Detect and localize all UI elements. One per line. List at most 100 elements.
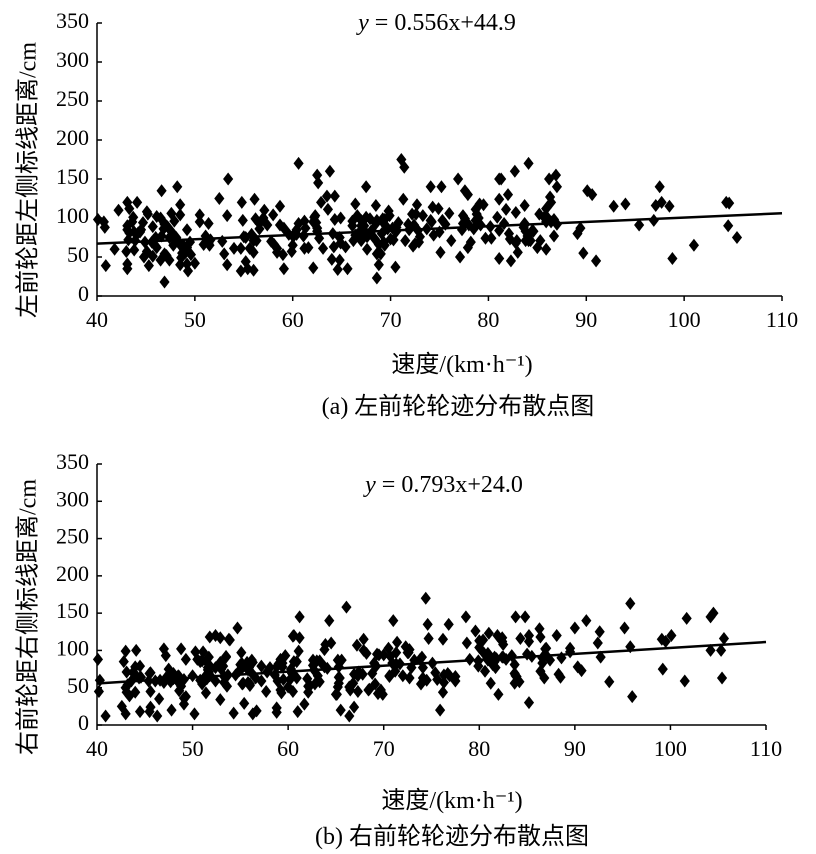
data-point	[541, 242, 552, 256]
data-point	[515, 631, 526, 645]
data-point	[650, 199, 661, 213]
data-point	[731, 231, 743, 244]
data-point	[384, 670, 395, 684]
data-point	[122, 257, 133, 271]
data-point	[92, 652, 104, 666]
data-point	[232, 621, 243, 635]
y-tick-label: 100	[56, 635, 89, 660]
regression-equation: y = 0.793x+24.0	[363, 472, 523, 498]
panel-caption: (b) 右前轮轮迹分布散点图	[315, 823, 589, 850]
data-point	[551, 629, 562, 643]
data-point	[545, 215, 557, 229]
data-point	[242, 675, 254, 689]
data-point	[224, 633, 235, 647]
data-point	[254, 222, 265, 236]
data-point	[474, 640, 485, 654]
data-point	[569, 621, 580, 635]
data-point	[608, 199, 619, 213]
data-point	[595, 650, 606, 664]
data-point	[619, 621, 630, 635]
data-point	[705, 610, 716, 624]
data-point	[654, 180, 665, 194]
data-point	[627, 690, 638, 704]
data-point	[462, 188, 473, 202]
data-point	[222, 209, 233, 223]
data-point	[430, 666, 441, 680]
x-tick-label: 40	[86, 736, 108, 761]
data-point	[129, 243, 140, 257]
y-tick-label: 50	[67, 242, 89, 267]
data-point	[446, 234, 457, 248]
data-point	[275, 683, 286, 697]
data-point	[415, 677, 427, 691]
data-point	[166, 703, 177, 717]
data-point	[372, 687, 384, 701]
data-point	[634, 218, 645, 232]
data-point	[329, 213, 340, 227]
data-point	[604, 675, 615, 689]
data-point	[340, 240, 351, 254]
data-point	[364, 212, 376, 226]
data-point	[409, 237, 421, 251]
data-point	[582, 184, 593, 198]
data-point	[575, 221, 586, 235]
data-point	[145, 684, 156, 698]
data-point	[185, 248, 197, 262]
y-axis-label: 右前轮距右侧标线距离/cm	[15, 479, 42, 755]
data-point	[435, 245, 446, 259]
data-point	[291, 655, 302, 669]
data-point	[523, 696, 535, 710]
data-point	[482, 646, 493, 660]
data-point	[544, 653, 556, 667]
data-point	[494, 223, 505, 237]
data-point	[660, 634, 671, 648]
data-point	[219, 675, 230, 689]
data-point	[528, 224, 539, 238]
data-point	[370, 199, 381, 213]
data-point	[483, 626, 494, 640]
data-point	[334, 253, 345, 267]
data-point	[299, 697, 310, 711]
data-point	[716, 643, 727, 657]
data-point	[313, 176, 324, 190]
data-point	[510, 206, 521, 220]
data-point	[284, 673, 296, 687]
data-point	[277, 656, 288, 670]
data-point	[174, 670, 185, 684]
data-point	[203, 650, 214, 664]
x-tick-label: 100	[654, 736, 687, 761]
data-point	[334, 231, 345, 244]
data-point	[240, 255, 251, 269]
data-point	[235, 658, 246, 672]
data-point	[287, 629, 298, 643]
data-points	[92, 153, 743, 289]
data-point	[454, 250, 466, 264]
data-point	[453, 172, 464, 186]
x-tick-label: 90	[575, 307, 597, 332]
data-point	[534, 622, 545, 636]
data-point	[375, 247, 386, 261]
data-point	[175, 198, 186, 212]
x-tick-label: 70	[373, 736, 395, 761]
x-tick-label: 80	[477, 307, 499, 332]
data-point	[155, 253, 166, 267]
data-point	[204, 630, 215, 644]
x-tick-label: 90	[564, 736, 586, 761]
y-tick-label: 0	[78, 281, 89, 306]
data-point	[256, 659, 267, 673]
data-point	[425, 180, 436, 194]
x-tick-label: 110	[750, 736, 782, 761]
data-point	[352, 684, 363, 698]
x-ticks: 40 50 60 70 80 90 100 110	[86, 296, 798, 332]
data-point	[251, 704, 262, 718]
data-point	[154, 692, 165, 706]
data-point	[180, 690, 191, 704]
data-point	[435, 703, 446, 717]
data-point	[309, 210, 320, 224]
data-point	[433, 202, 444, 216]
x-axis-label: 速度/(km·h⁻¹)	[381, 787, 522, 814]
data-point	[131, 643, 142, 657]
data-point	[176, 642, 187, 656]
data-point	[322, 202, 334, 216]
